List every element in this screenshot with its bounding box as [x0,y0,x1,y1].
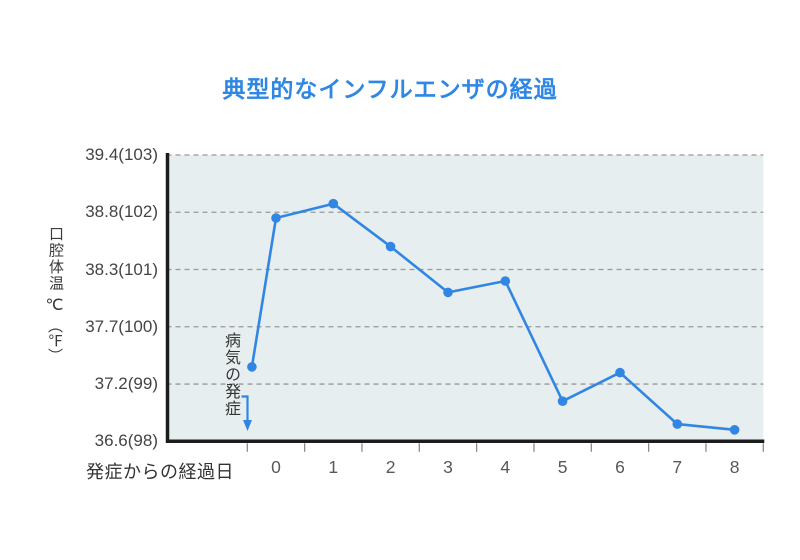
y-tick-label-98: 36.6(98) [94,431,158,451]
y-tick-label-103: 39.4(103) [85,145,158,164]
data-point-day--0.42 [247,362,257,372]
temperature-line [250,202,735,432]
onset-arrow-shaft [241,395,249,421]
x-tick-label-day-8: 8 [729,457,740,477]
data-point-day-5 [557,396,568,407]
y-axis-unit-fahrenheit: （℉） [46,318,63,363]
y-tick-label-99: 37.2(99) [94,374,158,394]
x-tick-label-day-1: 1 [328,457,339,477]
onset-annotation-text: 病気の発症 [222,332,239,417]
chart-title: 典型的なインフルエンザの経過 [222,76,558,102]
y-tick-label-102: 38.8(102) [85,202,158,222]
data-point-day-7 [672,419,683,429]
onset-arrow-head [243,420,252,431]
data-point-day-4 [500,276,511,286]
x-tick-label-day-7: 7 [672,457,683,477]
plot-background [166,155,764,442]
x-tick-label-day-2: 2 [385,457,396,477]
y-tick-label-101: 38.3(101) [85,259,158,279]
x-axis-title: 発症からの経過日 [86,462,234,482]
x-tick-label-day-4: 4 [500,457,511,477]
data-point-day-2 [385,241,396,252]
data-point-day-8 [729,425,740,435]
x-tick-label-day-5: 5 [557,457,568,477]
data-point-day-1 [328,198,339,209]
data-point-day-0 [271,213,281,223]
x-tick-label-day-3: 3 [443,457,453,477]
y-tick-label-100: 37.7(100) [85,316,158,336]
data-point-day-6 [615,367,625,378]
x-tick-label-day-0: 0 [271,457,281,477]
data-point-day-3 [443,287,453,298]
y-axis-title: 口腔体温 [47,226,64,292]
x-tick-label-day-6: 6 [615,457,625,477]
y-axis-unit-celsius: ℃ [45,295,62,314]
